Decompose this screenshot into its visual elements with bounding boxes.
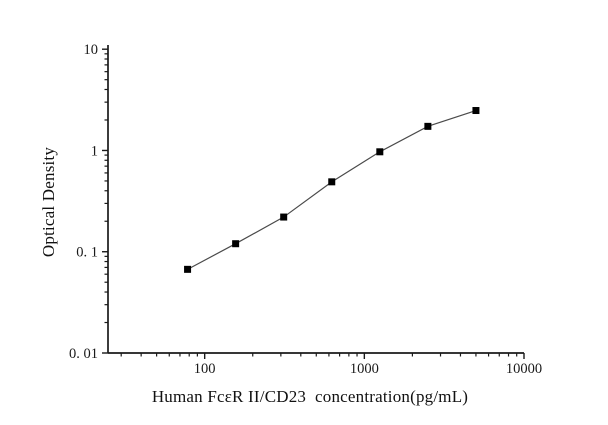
data-point-marker	[184, 265, 192, 273]
x-tick-label: 100	[194, 361, 216, 377]
data-point-marker	[328, 178, 336, 186]
data-point-marker	[472, 107, 480, 115]
y-tick-label: 0. 1	[76, 245, 98, 261]
data-point-marker	[376, 148, 384, 156]
y-tick-label: 1	[91, 143, 98, 159]
x-tick-label: 10000	[506, 361, 542, 377]
y-tick-label: 10	[84, 42, 99, 58]
x-tick-label: 1000	[350, 361, 379, 377]
x-axis-title: Human FcεR II/CD23 concentration(pg/mL)	[151, 387, 469, 406]
data-point-marker	[424, 122, 432, 130]
series-line	[187, 109, 477, 270]
y-tick-label: 0. 01	[69, 346, 98, 362]
data-point-marker	[232, 240, 240, 248]
y-axis-title: Optical Density	[39, 146, 58, 258]
data-point-marker	[280, 213, 288, 221]
